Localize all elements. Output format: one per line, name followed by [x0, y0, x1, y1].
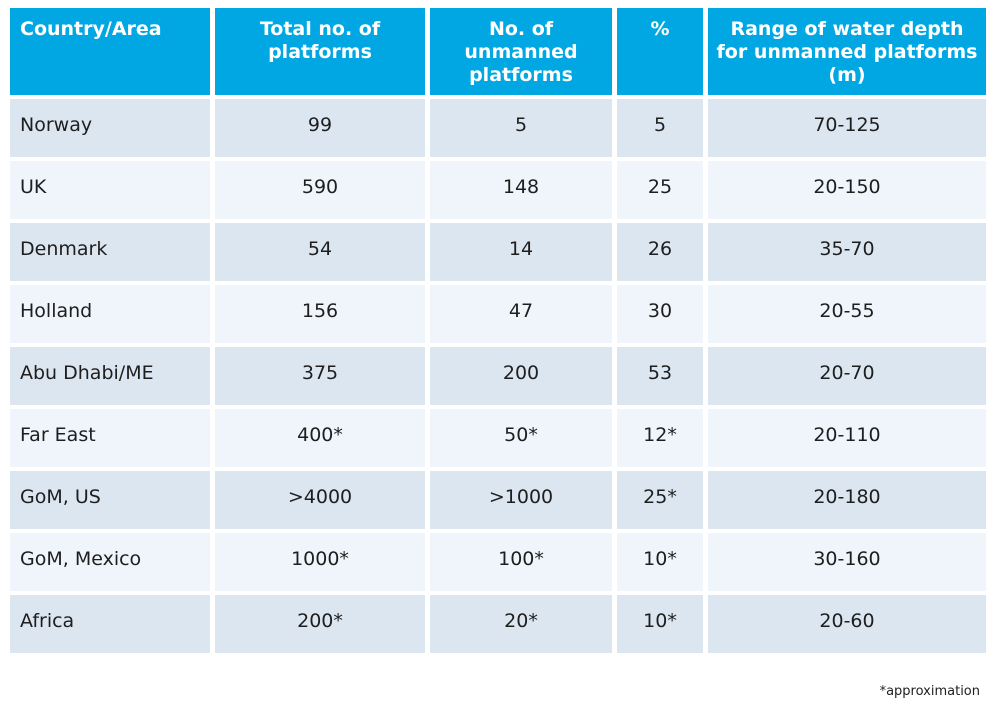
- cell-percent: 26: [617, 223, 703, 281]
- column-header-water-depth-range: Range of water depth for unmanned platfo…: [708, 8, 986, 95]
- cell-country: GoM, Mexico: [10, 533, 210, 591]
- cell-total: 200*: [215, 595, 425, 653]
- cell-country: Far East: [10, 409, 210, 467]
- cell-country: Abu Dhabi/ME: [10, 347, 210, 405]
- cell-depth-range: 30-160: [708, 533, 986, 591]
- cell-country: GoM, US: [10, 471, 210, 529]
- cell-percent: 25*: [617, 471, 703, 529]
- approximation-footnote: *approximation: [879, 684, 980, 699]
- cell-percent: 25: [617, 161, 703, 219]
- cell-percent: 30: [617, 285, 703, 343]
- cell-depth-range: 20-150: [708, 161, 986, 219]
- cell-unmanned: 14: [430, 223, 612, 281]
- cell-depth-range: 20-55: [708, 285, 986, 343]
- column-header-unmanned-platforms: No. of unmanned platforms: [430, 8, 612, 95]
- table-row-far-east: Far East 400* 50* 12* 20-110: [10, 409, 986, 467]
- cell-percent: 5: [617, 99, 703, 157]
- table-row-denmark: Denmark 54 14 26 35-70: [10, 223, 986, 281]
- cell-percent: 10*: [617, 595, 703, 653]
- cell-total: 54: [215, 223, 425, 281]
- cell-unmanned: 100*: [430, 533, 612, 591]
- header-row: Country/Area Total no. of platforms No. …: [10, 8, 986, 95]
- table-row-gom-us: GoM, US >4000 >1000 25* 20-180: [10, 471, 986, 529]
- table-row-holland: Holland 156 47 30 20-55: [10, 285, 986, 343]
- cell-country: Africa: [10, 595, 210, 653]
- cell-country: Holland: [10, 285, 210, 343]
- cell-unmanned: 50*: [430, 409, 612, 467]
- cell-depth-range: 35-70: [708, 223, 986, 281]
- cell-depth-range: 20-60: [708, 595, 986, 653]
- cell-total: 1000*: [215, 533, 425, 591]
- table-row-abu-dhabi-me: Abu Dhabi/ME 375 200 53 20-70: [10, 347, 986, 405]
- cell-total: 156: [215, 285, 425, 343]
- cell-unmanned: 5: [430, 99, 612, 157]
- table-body: Norway 99 5 5 70-125 UK 590 148 25 20-15…: [10, 99, 986, 653]
- column-header-total-platforms: Total no. of platforms: [215, 8, 425, 95]
- cell-depth-range: 70-125: [708, 99, 986, 157]
- cell-unmanned: 148: [430, 161, 612, 219]
- table-row-gom-mexico: GoM, Mexico 1000* 100* 10* 30-160: [10, 533, 986, 591]
- table-header: Country/Area Total no. of platforms No. …: [10, 8, 986, 95]
- cell-unmanned: 200: [430, 347, 612, 405]
- cell-total: 375: [215, 347, 425, 405]
- cell-percent: 12*: [617, 409, 703, 467]
- cell-depth-range: 20-110: [708, 409, 986, 467]
- cell-unmanned: 20*: [430, 595, 612, 653]
- column-header-percent: %: [617, 8, 703, 95]
- cell-unmanned: >1000: [430, 471, 612, 529]
- cell-unmanned: 47: [430, 285, 612, 343]
- cell-country: Norway: [10, 99, 210, 157]
- table-row-norway: Norway 99 5 5 70-125: [10, 99, 986, 157]
- table-row-africa: Africa 200* 20* 10* 20-60: [10, 595, 986, 653]
- cell-country: Denmark: [10, 223, 210, 281]
- cell-total: >4000: [215, 471, 425, 529]
- table-row-uk: UK 590 148 25 20-150: [10, 161, 986, 219]
- platforms-table: Country/Area Total no. of platforms No. …: [5, 4, 991, 657]
- cell-percent: 10*: [617, 533, 703, 591]
- cell-depth-range: 20-180: [708, 471, 986, 529]
- cell-percent: 53: [617, 347, 703, 405]
- column-header-country-area: Country/Area: [10, 8, 210, 95]
- cell-country: UK: [10, 161, 210, 219]
- cell-total: 590: [215, 161, 425, 219]
- cell-total: 400*: [215, 409, 425, 467]
- cell-depth-range: 20-70: [708, 347, 986, 405]
- cell-total: 99: [215, 99, 425, 157]
